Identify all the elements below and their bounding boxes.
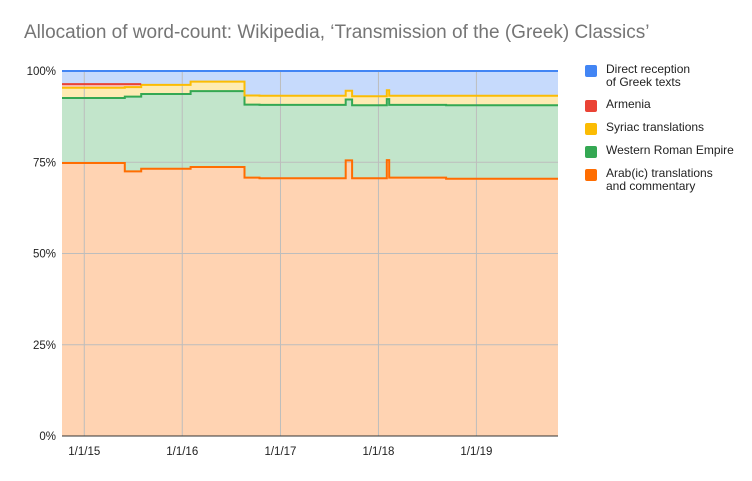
legend-label: Syriac translations [606, 120, 705, 134]
legend-swatch [585, 146, 597, 158]
legend-item-arab-ic-translations-and-commentary: Arab(ic) translations and commentary [585, 167, 750, 193]
legend-swatch [585, 65, 597, 77]
legend-swatch [585, 100, 597, 112]
legend-item-direct-reception-of-greek-texts: Direct reception of Greek texts [585, 63, 750, 89]
area-western-roman-empire [62, 91, 558, 179]
legend-item-western-roman-empire: Western Roman Empire [585, 144, 750, 158]
line-syriac-translations [62, 80, 558, 98]
legend-swatch [585, 123, 597, 135]
x-tick-label: 1/1/19 [460, 446, 492, 458]
y-tick-label: 75% [33, 157, 56, 169]
y-tick-label: 50% [33, 249, 56, 261]
area-layer [62, 71, 558, 436]
legend-item-syriac-translations: Syriac translations [585, 121, 750, 135]
line-arab-ic-translations-and-commentary [62, 159, 558, 180]
x-tick-label: 1/1/17 [264, 446, 296, 458]
area-direct-reception-of-greek-texts [62, 71, 558, 97]
area-arab-ic-translations-and-commentary [62, 160, 558, 436]
legend-label: Western Roman Empire [606, 143, 734, 157]
area-syriac-translations [62, 81, 558, 106]
legend-item-armenia: Armenia [585, 98, 750, 112]
legend-label: Direct reception of Greek texts [606, 62, 691, 89]
legend-label: Arab(ic) translations and commentary [606, 166, 713, 193]
x-tick-label: 1/1/18 [362, 446, 394, 458]
axes: 0% 25% 50% 75% 100% 1/1/15 1/1/16 1/1/17 1/1/18 1… [27, 66, 558, 458]
x-tick-label: 1/1/16 [166, 446, 198, 458]
x-tick-label: 1/1/15 [68, 446, 100, 458]
legend-label: Armenia [606, 97, 651, 111]
chart-title: Allocation of word-count: Wikipedia, ‘Tr… [24, 22, 650, 43]
y-tick-label: 0% [39, 431, 56, 443]
legend: Direct reception of Greek texts Armenia Sy… [585, 63, 750, 202]
series-lines [62, 70, 558, 180]
y-tick-label: 25% [33, 340, 56, 352]
legend-swatch [585, 169, 597, 181]
y-tick-label: 100% [27, 66, 56, 78]
line-western-roman-empire [62, 90, 558, 107]
